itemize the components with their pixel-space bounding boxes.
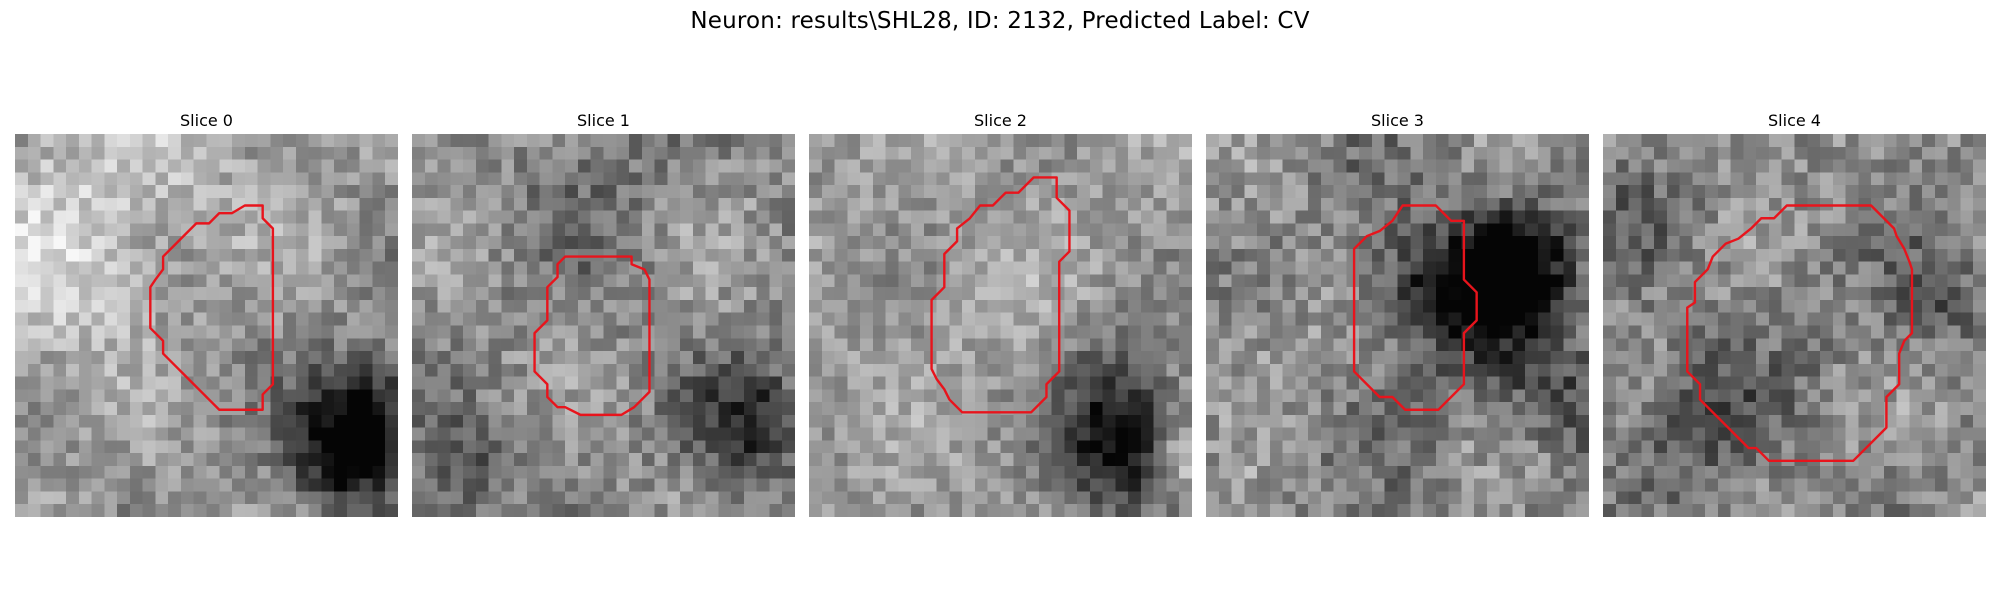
neuron-contour-overlay xyxy=(412,134,795,517)
slice-title: Slice 0 xyxy=(180,111,233,130)
slice-panel-4: Slice 4 xyxy=(1603,108,1986,517)
neuron-contour-overlay xyxy=(1603,134,1986,517)
microscopy-slice xyxy=(1206,134,1589,517)
figure-title: Neuron: results\SHL28, ID: 2132, Predict… xyxy=(690,8,1310,34)
neuron-contour-overlay xyxy=(15,134,398,517)
slice-image xyxy=(1603,134,1986,517)
neuron-contour xyxy=(1687,205,1912,460)
slice-title: Slice 4 xyxy=(1768,111,1821,130)
slice-image xyxy=(809,134,1192,517)
slice-panel-0: Slice 0 xyxy=(15,108,398,517)
neuron-contour-overlay xyxy=(1206,134,1589,517)
slice-image xyxy=(15,134,398,517)
microscopy-slice xyxy=(412,134,795,517)
slice-panel-3: Slice 3 xyxy=(1206,108,1589,517)
neuron-contour xyxy=(1354,205,1477,409)
neuron-contour-overlay xyxy=(809,134,1192,517)
neuron-contour xyxy=(535,257,650,415)
slice-title: Slice 1 xyxy=(577,111,630,130)
slice-panel-2: Slice 2 xyxy=(809,108,1192,517)
neuron-contour xyxy=(932,177,1070,412)
slice-title: Slice 2 xyxy=(974,111,1027,130)
microscopy-slice xyxy=(15,134,398,517)
slice-image xyxy=(1206,134,1589,517)
slice-title: Slice 3 xyxy=(1371,111,1424,130)
microscopy-slice xyxy=(1603,134,1986,517)
slice-image xyxy=(412,134,795,517)
neuron-contour xyxy=(150,205,273,409)
slice-panel-1: Slice 1 xyxy=(412,108,795,517)
